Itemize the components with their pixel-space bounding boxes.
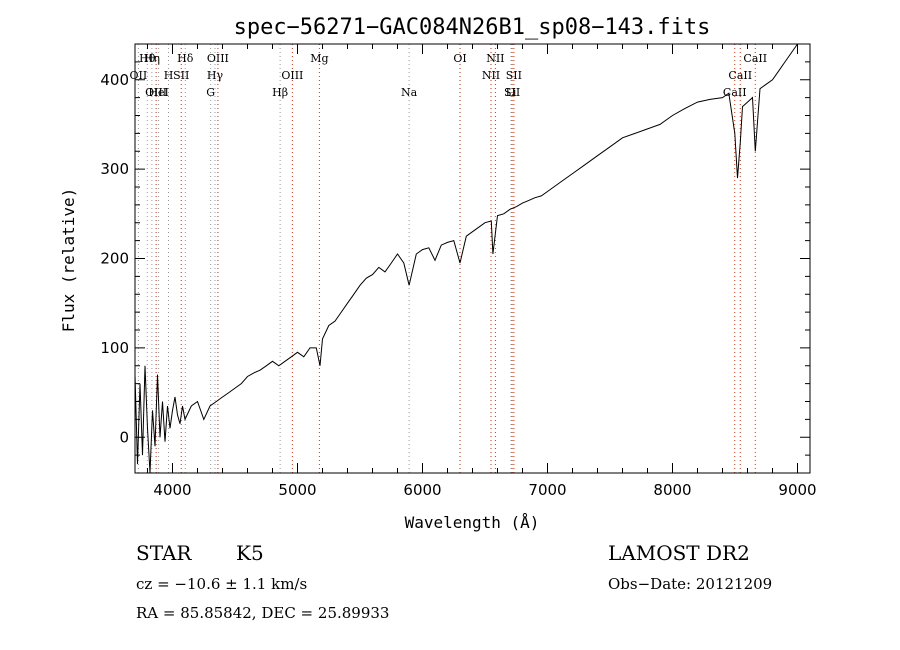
spectral-line-label: Hη (144, 52, 160, 65)
y-tick-label: 0 (119, 428, 129, 446)
x-tick-label: 4000 (153, 481, 191, 499)
object-class: STAR (136, 541, 192, 565)
x-tick-label: 7000 (528, 481, 566, 499)
spectrum-series-line (134, 43, 798, 474)
spectral-line-label: OIII (207, 52, 229, 65)
spectral-line-label: OIII (281, 69, 303, 82)
plot-frame (134, 43, 811, 474)
survey-name: LAMOST DR2 (608, 541, 750, 565)
x-tick-label: 6000 (403, 481, 441, 499)
spectral-line-label: NII (482, 69, 500, 82)
spectral-line-label: Hγ (207, 69, 224, 82)
spectral-line-label: CaII (728, 69, 752, 82)
x-tick-label: 9000 (778, 481, 816, 499)
spectral-line-label: OII (130, 69, 148, 82)
spectral-line-label: H (164, 69, 174, 82)
spectral-line-label: Hθ (139, 52, 156, 65)
spectral-line-label: OIII (145, 86, 167, 99)
spectral-line-label: SII (173, 69, 189, 82)
y-tick-label: 100 (100, 339, 129, 357)
axis-ticks: 4000 5000 6000 7000 8000 9000 0 100 200 300 400 (100, 43, 817, 499)
spectral-line-label: Li (506, 86, 517, 99)
spectral-line-label: SII (504, 86, 520, 99)
spectral-line-label: CaII (743, 52, 767, 65)
sky-coordinates: RA = 85.85842, DEC = 25.89933 (136, 604, 390, 622)
y-tick-label: 300 (100, 160, 129, 178)
spectral-line-label: Hβ (272, 86, 288, 99)
spectral-line-label: Na (401, 86, 418, 99)
x-tick-label: 5000 (278, 481, 316, 499)
spectral-line-label: SII (506, 69, 522, 82)
spectral-line-label: NII (486, 52, 504, 65)
observation-date: Obs−Date: 20121209 (608, 575, 773, 593)
spectral-line-labels: Hθ OII OIII Hη H HeI Hδ SII G OIII Hγ Hβ Mg OIII Na OI N… (130, 52, 768, 99)
object-subclass: K5 (236, 541, 264, 565)
spectral-line-label: Mg (310, 52, 328, 65)
spectral-line-markers (137, 44, 756, 473)
spectral-line-label: CaII (723, 86, 747, 99)
y-tick-label: 200 (100, 250, 129, 268)
x-tick-label: 8000 (653, 481, 691, 499)
x-axis-label: Wavelength (Å) (405, 513, 540, 532)
radial-velocity: cz = −10.6 ± 1.1 km/s (136, 575, 308, 593)
spectral-line-label: HeI (148, 86, 168, 99)
spectral-line-label: Hδ (177, 52, 194, 65)
spectral-line-label: G (206, 86, 215, 99)
y-tick-label: 400 (100, 71, 129, 89)
y-axis-label: Flux (relative) (59, 188, 78, 333)
chart-title: spec−56271−GAC084N26B1_sp08−143.fits (234, 15, 711, 40)
spectral-line-label: OI (453, 52, 466, 65)
